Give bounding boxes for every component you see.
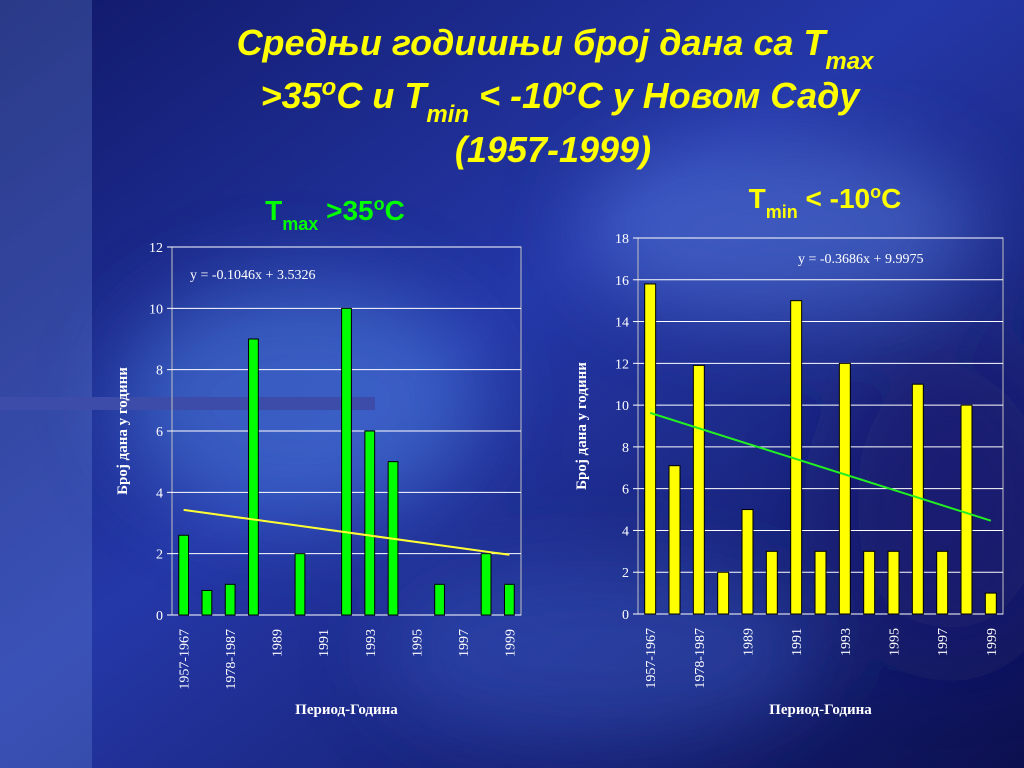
slide-title: (1957-1999) (455, 129, 651, 170)
subtitle-part: < -10 (798, 183, 870, 214)
bar (341, 307, 352, 616)
bar (364, 430, 376, 616)
x-tick-label: 1997 (936, 628, 951, 656)
x-tick-label: 1993 (839, 628, 854, 656)
bar (224, 583, 236, 616)
subtitle-part: T (265, 195, 282, 226)
bar (863, 550, 876, 615)
bar (248, 338, 259, 616)
trendline (183, 508, 510, 556)
x-tick-label: 1991 (790, 628, 805, 656)
x-tick-label: 1999 (985, 628, 1000, 656)
y-tick-label: 8 (622, 441, 629, 456)
bar (765, 550, 778, 615)
chart-subtitle: Tmax >35oC (265, 194, 405, 234)
subtitle-part: C (385, 195, 405, 226)
bar (887, 550, 900, 615)
x-tick-label: 1997 (457, 629, 472, 657)
subtitle-part: >35 (318, 195, 373, 226)
bar (741, 509, 754, 615)
y-axis-label: Број дана у години (115, 367, 131, 495)
title-part: max (825, 48, 875, 75)
y-tick-label: 14 (615, 316, 629, 331)
x-axis-label: Период-Година (295, 702, 398, 718)
y-tick-label: 6 (156, 425, 163, 440)
x-tick-label: 1993 (364, 629, 379, 657)
title-part: min (426, 101, 469, 128)
bar (480, 553, 492, 616)
bar (668, 465, 681, 615)
bar (692, 364, 705, 615)
bar (984, 592, 997, 615)
bar (838, 362, 851, 615)
subtitle-part: max (282, 214, 318, 234)
bar (814, 550, 827, 615)
y-tick-label: 16 (615, 274, 629, 289)
trendline-equation: y = -0.3686x + 9.9975 (798, 252, 923, 267)
y-tick-label: 12 (615, 357, 629, 372)
y-tick-label: 4 (156, 486, 163, 501)
bar (201, 589, 213, 616)
subtitle-part: min (766, 202, 798, 222)
bar (717, 571, 730, 615)
y-tick-label: 8 (156, 364, 163, 379)
title-part: Средњи годишњи број дана са T (237, 22, 829, 63)
x-axis-label: Период-Година (769, 702, 872, 718)
bar (960, 404, 973, 615)
subtitle-part: o (870, 182, 881, 202)
bar (503, 583, 515, 616)
x-tick-label: 1957-1967 (178, 629, 193, 690)
x-tick-label: 1995 (888, 628, 903, 656)
left-strip (0, 0, 92, 768)
y-tick-label: 12 (149, 241, 163, 256)
x-tick-label: 1991 (317, 629, 332, 657)
trendline (649, 411, 992, 522)
y-axis-label: Број дана у години (574, 362, 590, 490)
title-part: C у Новом Саду (577, 75, 862, 116)
bar (434, 583, 445, 616)
bar (936, 550, 949, 615)
y-tick-label: 0 (156, 609, 163, 624)
x-tick-label: 1978-1987 (224, 629, 239, 690)
chart-subtitle: Tmin < -10oC (749, 182, 902, 222)
y-tick-label: 6 (622, 483, 629, 498)
title-part: (1957-1999) (455, 129, 651, 170)
subtitle-part: C (881, 183, 901, 214)
bar (644, 283, 657, 615)
bar (178, 534, 190, 616)
y-tick-label: 4 (622, 524, 629, 539)
trendline-equation: y = -0.1046x + 3.5326 (190, 268, 315, 283)
x-tick-label: 1995 (410, 629, 425, 657)
slide-title: >35oC и Tmin < -10oC у Новом Саду (261, 74, 862, 128)
title-part: o (322, 74, 337, 101)
title-part: o (562, 74, 577, 101)
slide-title: Средњи годишњи број дана са Tmax (237, 22, 876, 75)
title-part: >35 (261, 75, 323, 116)
y-tick-label: 0 (622, 608, 629, 623)
x-tick-label: 1999 (503, 629, 518, 657)
x-tick-label: 1957-1967 (644, 628, 659, 689)
bar (294, 553, 306, 616)
title-part: < -10 (469, 75, 562, 116)
y-tick-label: 18 (615, 232, 629, 247)
y-tick-label: 2 (622, 566, 629, 581)
x-tick-label: 1978-1987 (693, 628, 708, 689)
x-tick-label: 1989 (742, 628, 757, 656)
x-tick-label: 1989 (271, 629, 286, 657)
title-part: C и T (336, 75, 429, 116)
y-tick-label: 10 (149, 302, 163, 317)
subtitle-part: T (749, 183, 766, 214)
y-tick-label: 10 (615, 399, 629, 414)
accent-bar (0, 397, 375, 410)
y-tick-label: 2 (156, 548, 163, 563)
subtitle-part: o (374, 194, 385, 214)
